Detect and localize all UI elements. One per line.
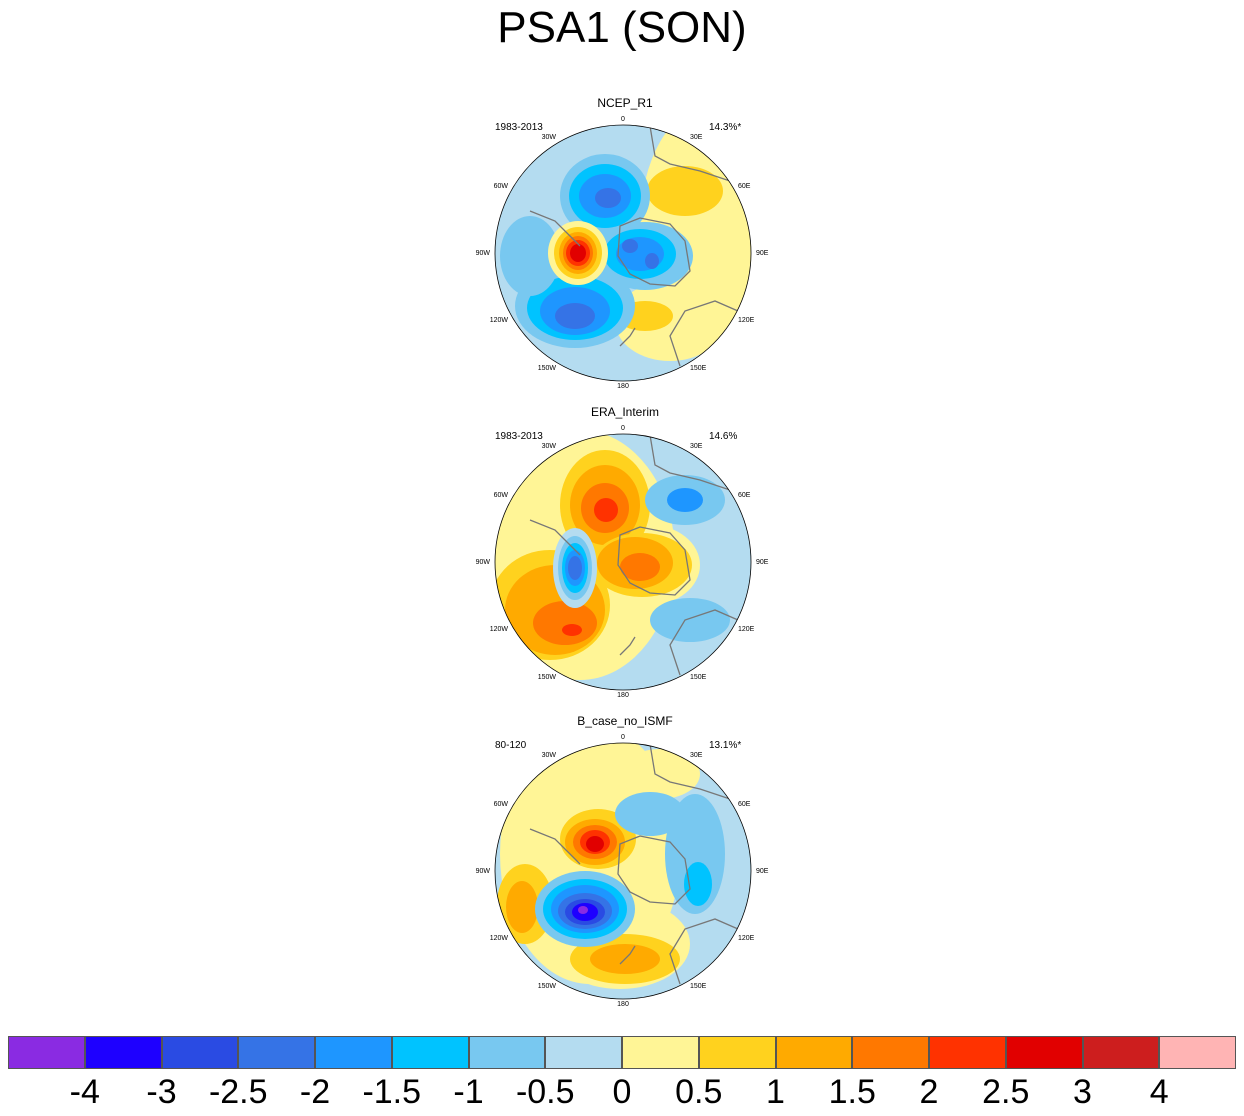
colorbar-swatch	[315, 1036, 392, 1069]
lon-label: 90E	[756, 868, 769, 875]
colorbar-label: -0.5	[515, 1073, 575, 1111]
panel-period: 1983-2013	[495, 431, 543, 442]
lon-label: 30E	[690, 443, 703, 450]
lon-label: 150E	[690, 983, 707, 990]
lon-label: 90W	[476, 250, 491, 257]
colorbar-label: -1.5	[362, 1073, 422, 1111]
lon-label: 150W	[538, 983, 557, 990]
panel-title: B_case_no_ISMF	[577, 714, 673, 728]
colorbar-label: -3	[146, 1073, 177, 1111]
polar-map-ncep: 0 30E 60E 90E 120E 150E 180 150W 120W 90…	[476, 116, 769, 390]
panel-title: ERA_Interim	[590, 405, 660, 419]
colorbar-label: -2.5	[208, 1073, 268, 1111]
colorbar-label: 2	[919, 1073, 939, 1111]
polar-map-era: 0 30E 60E 90E 120E 150E 180 150W 120W 90…	[476, 425, 769, 699]
colorbar-label: 4	[1149, 1073, 1169, 1111]
lon-label: 60E	[738, 492, 751, 499]
lon-label: 180	[617, 1001, 629, 1008]
lon-label: 90W	[476, 559, 491, 566]
panel-period: 80-120	[495, 740, 527, 751]
colorbar-swatch	[929, 1036, 1006, 1069]
lon-label: 0	[621, 425, 625, 432]
lon-label: 30W	[542, 134, 557, 141]
lon-label: 120E	[738, 626, 755, 633]
colorbar-swatch	[161, 1036, 239, 1069]
lon-label: 30W	[542, 443, 557, 450]
lon-label: 0	[621, 116, 625, 123]
colorbar-swatch	[545, 1036, 622, 1069]
figure-title: PSA1 (SON)	[497, 3, 747, 52]
colorbar-label: 2.5	[982, 1073, 1030, 1111]
panel-title: NCEP_R1	[597, 96, 653, 110]
panel-period: 1983-2013	[495, 122, 543, 133]
colorbar-label: -1	[453, 1073, 484, 1111]
lon-label: 30W	[542, 752, 557, 759]
lon-label: 90E	[756, 250, 769, 257]
lon-label: 30E	[690, 752, 703, 759]
polar-map-bcase: 0 30E 60E 90E 120E 150E 180 150W 120W 90…	[476, 734, 769, 1008]
colorbar-swatch	[1082, 1036, 1160, 1069]
lon-label: 60E	[738, 801, 751, 808]
colorbar-swatch	[468, 1036, 546, 1069]
colorbar-label: -4	[69, 1073, 100, 1111]
colorbar	[8, 1036, 1236, 1069]
map-panel-bcase: 0 30E 60E 90E 120E 150E 180 150W 120W 90…	[470, 714, 780, 1014]
lon-label: 120W	[490, 626, 509, 633]
lon-label: 60W	[494, 183, 509, 190]
colorbar-swatch	[84, 1036, 162, 1069]
colorbar-label: 0	[612, 1073, 632, 1111]
lon-label: 150W	[538, 674, 557, 681]
panel-variance: 13.1%*	[709, 740, 742, 751]
lon-label: 0	[621, 734, 625, 741]
lon-label: 150E	[690, 674, 707, 681]
colorbar-label: 0.5	[675, 1073, 723, 1111]
colorbar-swatch	[1159, 1036, 1236, 1069]
lon-label: 120E	[738, 935, 755, 942]
lon-label: 30E	[690, 134, 703, 141]
panel-variance: 14.3%*	[709, 122, 742, 133]
colorbar-label: -2	[299, 1073, 331, 1111]
colorbar-swatch	[698, 1036, 776, 1069]
map-panel-era: 0 30E 60E 90E 120E 150E 180 150W 120W 90…	[470, 405, 780, 705]
lon-label: 150E	[690, 365, 707, 372]
lon-label: 120E	[738, 317, 755, 324]
lon-label: 60E	[738, 183, 751, 190]
colorbar-label: 1.5	[828, 1073, 876, 1111]
lon-label: 120W	[490, 935, 509, 942]
colorbar-swatch	[391, 1036, 469, 1069]
colorbar-swatch	[852, 1036, 929, 1069]
lon-label: 90E	[756, 559, 769, 566]
colorbar-swatch	[1005, 1036, 1083, 1069]
colorbar-swatch	[775, 1036, 853, 1069]
lon-label: 120W	[490, 317, 509, 324]
lon-label: 150W	[538, 365, 557, 372]
lon-label: 60W	[494, 801, 509, 808]
colorbar-swatch	[8, 1036, 85, 1069]
panel-variance: 14.6%	[709, 431, 738, 442]
colorbar-swatch	[238, 1036, 315, 1069]
lon-label: 180	[617, 383, 629, 390]
map-panel-ncep: 0 30E 60E 90E 120E 150E 180 150W 120W 90…	[470, 96, 780, 396]
lon-label: 180	[617, 692, 629, 699]
lon-label: 90W	[476, 868, 491, 875]
colorbar-label: 1	[766, 1073, 785, 1111]
lon-label: 60W	[494, 492, 509, 499]
colorbar-swatch	[622, 1036, 699, 1069]
colorbar-label: 3	[1073, 1073, 1092, 1111]
